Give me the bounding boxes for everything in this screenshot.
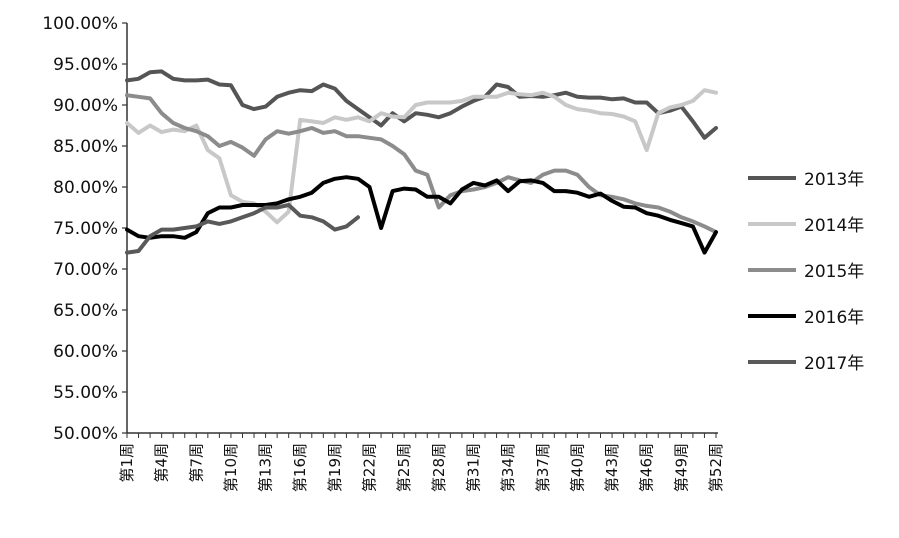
- legend: 2013年 2014年 2015年 2016年 2017年: [748, 170, 864, 374]
- legend-label: 2015年: [804, 262, 864, 282]
- y-tick-label: 100.00%: [42, 14, 118, 34]
- x-tick-label: 第34周: [499, 443, 517, 492]
- y-tick-label: 90.00%: [53, 96, 118, 116]
- y-tick-label: 65.00%: [53, 301, 118, 321]
- axes: 50.00% 55.00% 60.00% 65.00% 70.00% 75.00% 80.0…: [42, 14, 725, 492]
- x-tick-label: 第52周: [707, 443, 725, 492]
- x-tick-label: 第31周: [464, 443, 482, 492]
- y-tick-label: 75.00%: [53, 219, 118, 239]
- x-tick-label: 第43周: [603, 443, 621, 492]
- series-line-5: [125, 203, 360, 255]
- y-tick-label: 85.00%: [53, 137, 118, 157]
- x-tick-label: 第28周: [430, 443, 448, 492]
- x-tick-label: 第10周: [222, 443, 240, 492]
- series-line-3: [125, 93, 718, 235]
- x-tick-label: 第22周: [361, 443, 379, 492]
- y-tick-label: 80.00%: [53, 178, 118, 198]
- x-tick-label: 第1周: [118, 443, 136, 483]
- x-tick-label: 第46周: [638, 443, 656, 492]
- series-lines: [125, 69, 718, 255]
- x-tick-label: 第7周: [187, 443, 205, 483]
- y-tick-label: 60.00%: [53, 342, 118, 362]
- series-line-4: [125, 175, 718, 255]
- series-line-1: [125, 69, 718, 140]
- x-tick-label: 第4周: [153, 443, 171, 483]
- legend-label: 2017年: [804, 354, 864, 374]
- legend-label: 2014年: [804, 216, 864, 236]
- y-tick-label: 70.00%: [53, 260, 118, 280]
- y-tick-label: 55.00%: [53, 383, 118, 403]
- legend-label: 2016年: [804, 308, 864, 328]
- x-tick-label: 第37周: [534, 443, 552, 492]
- x-tick-label: 第13周: [257, 443, 275, 492]
- x-tick-label: 第16周: [291, 443, 309, 492]
- legend-label: 2013年: [804, 170, 864, 190]
- x-tick-label: 第19周: [326, 443, 344, 492]
- x-tick-label: 第40周: [568, 443, 586, 492]
- series-line-2: [125, 88, 718, 225]
- y-tick-label: 50.00%: [53, 424, 118, 444]
- y-tick-label: 95.00%: [53, 55, 118, 75]
- x-tick-label: 第25周: [395, 443, 413, 492]
- x-tick-label: 第49周: [672, 443, 690, 492]
